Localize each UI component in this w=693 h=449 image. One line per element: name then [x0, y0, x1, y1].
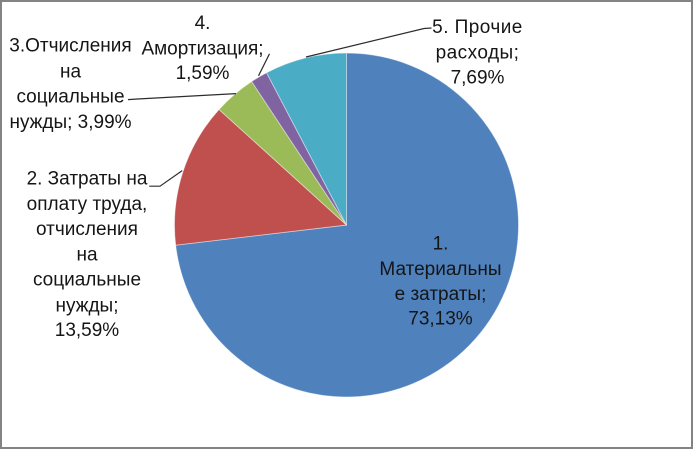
svg-text:отчисления: отчисления	[36, 219, 138, 240]
svg-text:нужды; 3,99%: нужды; 3,99%	[9, 112, 131, 133]
svg-text:социальные: социальные	[16, 87, 124, 108]
svg-text:2. Затраты на: 2. Затраты на	[27, 169, 148, 190]
svg-text:5. Прочие: 5. Прочие	[432, 17, 523, 38]
svg-text:73,13%: 73,13%	[408, 308, 473, 329]
svg-text:Амортизация;: Амортизация;	[141, 39, 263, 60]
svg-text:расходы;: расходы;	[436, 43, 520, 64]
svg-text:7,69%: 7,69%	[451, 68, 505, 89]
svg-text:социальные: социальные	[33, 270, 141, 291]
svg-text:1,59%: 1,59%	[176, 63, 230, 84]
svg-text:1.: 1.	[433, 233, 449, 254]
svg-text:на: на	[60, 61, 81, 82]
svg-text:3.Отчисления: 3.Отчисления	[9, 36, 131, 57]
svg-text:13,59%: 13,59%	[55, 320, 120, 341]
svg-text:оплату труда,: оплату труда,	[27, 194, 148, 215]
svg-text:е затраты;: е затраты;	[395, 284, 487, 305]
svg-text:на: на	[76, 244, 97, 265]
svg-text:Материальны: Материальны	[379, 259, 501, 280]
svg-text:4.: 4.	[195, 13, 211, 34]
svg-text:нужды;: нужды;	[56, 296, 119, 317]
